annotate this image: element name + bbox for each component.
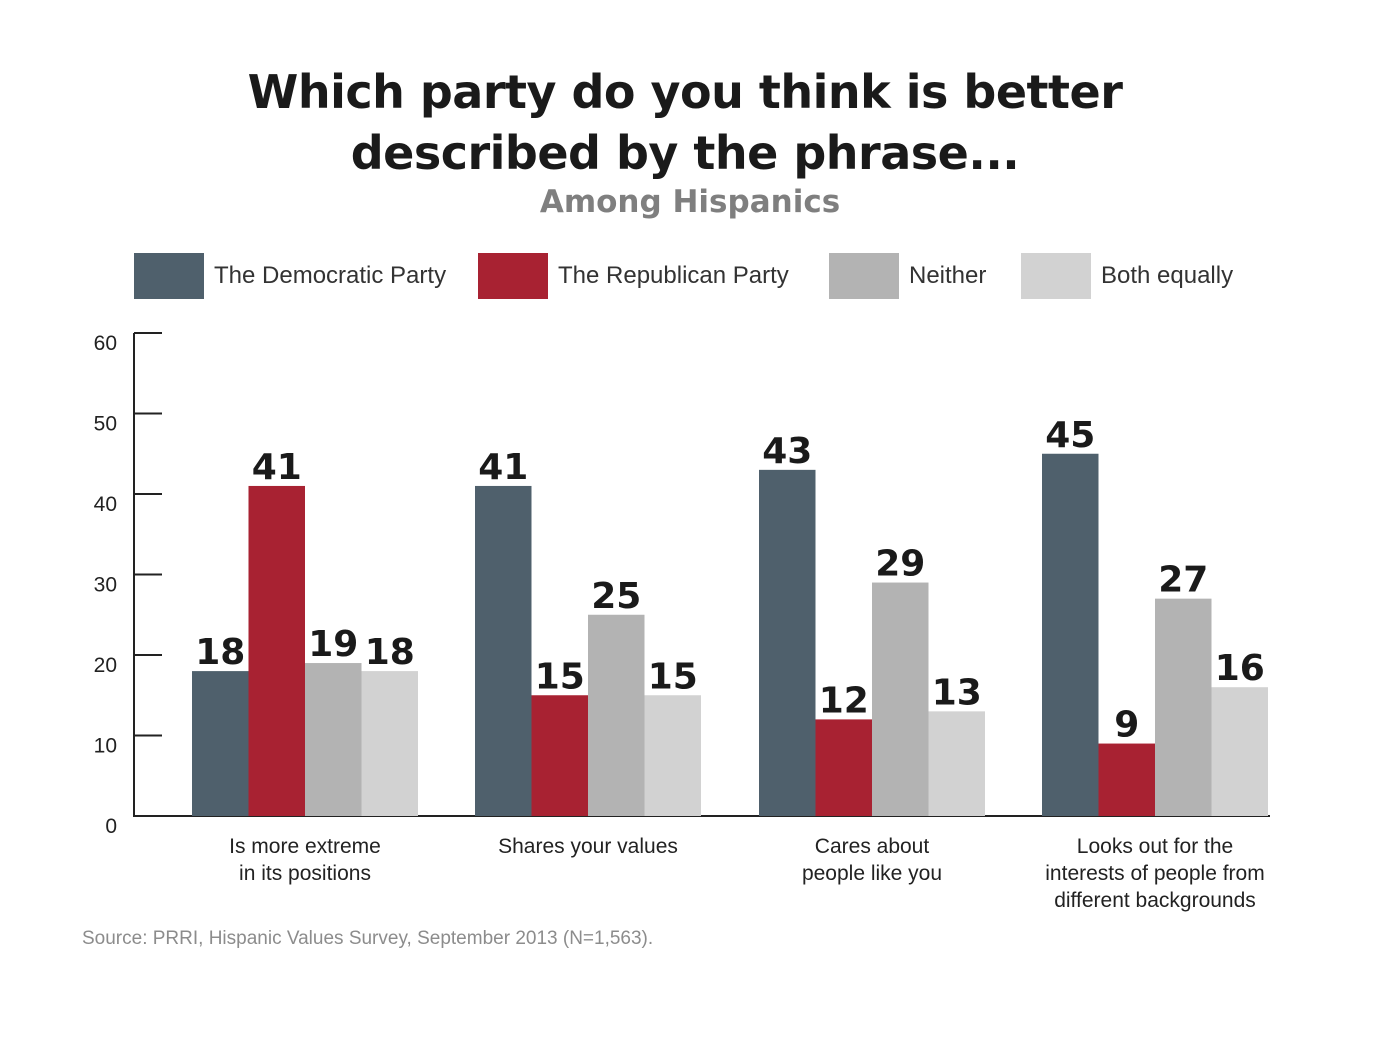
chart-title-line-2: described by the phrase... bbox=[350, 126, 1020, 180]
legend-item-both-equally: Both equally bbox=[1021, 253, 1233, 299]
bar-2-1 bbox=[588, 614, 645, 816]
data-label-1-1: 15 bbox=[535, 656, 585, 697]
category-label-0-line-0: Is more extreme bbox=[229, 835, 381, 858]
chart-subtitle: Among Hispanics bbox=[539, 184, 841, 220]
y-tick-label-60: 60 bbox=[94, 332, 117, 355]
data-label-0-2: 43 bbox=[762, 431, 812, 472]
y-tick-label-10: 10 bbox=[94, 735, 117, 758]
data-label-2-2: 29 bbox=[875, 544, 925, 585]
y-tick-label-30: 30 bbox=[94, 574, 117, 597]
data-label-3-1: 15 bbox=[648, 656, 698, 697]
category-label-3-line-0: Looks out for the bbox=[1077, 835, 1233, 858]
legend-item-neither: Neither bbox=[829, 253, 986, 299]
data-label-0-1: 41 bbox=[478, 447, 528, 488]
category-label-3: Looks out for the interests of people fro… bbox=[1045, 835, 1264, 912]
y-tick-label-50: 50 bbox=[94, 413, 117, 436]
legend-item-republican: The Republican Party bbox=[478, 253, 789, 299]
data-label-1-2: 12 bbox=[819, 680, 869, 721]
bar-2-3 bbox=[1155, 598, 1212, 816]
legend-swatch-republican bbox=[478, 253, 548, 299]
bar-0-2 bbox=[759, 469, 816, 816]
legend-swatch-both-equally bbox=[1021, 253, 1091, 299]
bar-1-0 bbox=[248, 485, 305, 816]
bar-2-2 bbox=[872, 582, 929, 816]
y-tick-label-40: 40 bbox=[94, 493, 117, 516]
data-label-0-3: 45 bbox=[1045, 415, 1095, 456]
bar-2-0 bbox=[305, 663, 362, 816]
category-label-1-line-0: Shares your values bbox=[498, 835, 678, 858]
bar-3-1 bbox=[644, 695, 701, 816]
legend-label-democratic: The Democratic Party bbox=[214, 262, 447, 289]
chart-title: Which party do you think is better descr… bbox=[0, 62, 1370, 184]
legend-label-both-equally: Both equally bbox=[1101, 262, 1234, 289]
data-label-3-3: 16 bbox=[1215, 648, 1265, 689]
bar-0-1 bbox=[475, 485, 532, 816]
data-label-2-1: 25 bbox=[591, 576, 641, 617]
category-label-2-line-0: Cares about bbox=[815, 835, 930, 858]
source-note: Source: PRRI, Hispanic Values Survey, Se… bbox=[82, 928, 654, 949]
bar-1-3 bbox=[1098, 743, 1155, 816]
category-label-3-line-2: different backgrounds bbox=[1054, 889, 1256, 912]
category-label-1: Shares your values bbox=[498, 835, 678, 858]
data-label-3-0: 18 bbox=[365, 632, 415, 673]
y-tick-label-0: 0 bbox=[105, 815, 117, 838]
bar-1-1 bbox=[531, 695, 588, 816]
category-label-3-line-1: interests of people from bbox=[1045, 862, 1264, 885]
data-label-1-3: 9 bbox=[1114, 705, 1139, 746]
data-label-2-3: 27 bbox=[1158, 560, 1208, 601]
data-label-2-0: 19 bbox=[308, 624, 358, 665]
category-label-0-line-1: in its positions bbox=[239, 862, 371, 885]
legend-swatch-democratic bbox=[134, 253, 204, 299]
bar-3-0 bbox=[361, 671, 418, 816]
legend-label-republican: The Republican Party bbox=[558, 262, 789, 289]
legend-swatch-neither bbox=[829, 253, 899, 299]
data-label-3-2: 13 bbox=[932, 672, 982, 713]
chart-title-line-1: Which party do you think is better bbox=[247, 65, 1123, 119]
category-label-0: Is more extreme in its positions bbox=[229, 835, 381, 885]
category-label-2: Cares about people like you bbox=[802, 835, 942, 885]
bar-3-3 bbox=[1211, 687, 1268, 816]
legend-label-neither: Neither bbox=[909, 262, 987, 289]
bar-3-2 bbox=[928, 711, 985, 816]
bar-1-2 bbox=[815, 719, 872, 816]
bar-0-3 bbox=[1042, 453, 1099, 816]
bar-0-0 bbox=[192, 671, 249, 816]
data-label-0-0: 18 bbox=[195, 632, 245, 673]
y-tick-label-20: 20 bbox=[94, 654, 117, 677]
legend-item-democratic: The Democratic Party bbox=[134, 253, 446, 299]
data-label-1-0: 41 bbox=[252, 447, 302, 488]
category-label-2-line-1: people like you bbox=[802, 862, 942, 885]
